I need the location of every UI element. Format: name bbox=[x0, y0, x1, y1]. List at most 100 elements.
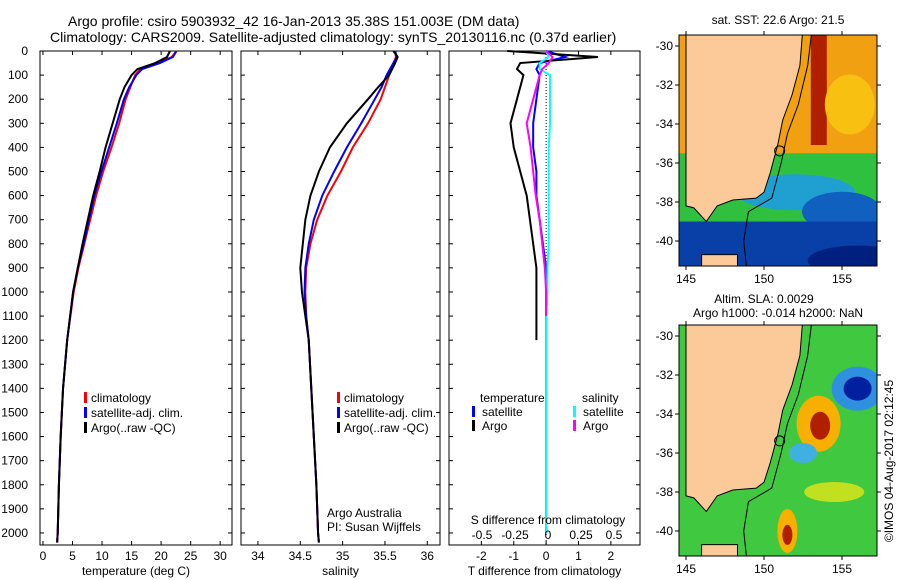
depth-tick-label: 1100 bbox=[2, 309, 28, 323]
x-tick-label: 30 bbox=[214, 549, 228, 563]
legend-label: climatology bbox=[91, 391, 151, 405]
depth-tick-label: 1600 bbox=[1, 430, 28, 444]
map-frame bbox=[678, 34, 878, 267]
legend-swatch bbox=[573, 420, 576, 431]
series-line-T-Argo bbox=[507, 50, 598, 341]
x-axis-label: temperature (deg C) bbox=[82, 564, 190, 578]
map-x-tick-label: 150 bbox=[754, 272, 774, 286]
legend-swatch bbox=[84, 407, 87, 418]
isobath-line bbox=[743, 35, 812, 266]
legend-title-temperature: temperature bbox=[480, 391, 545, 405]
footer-credit: ©IMOS 04-Aug-2017 02:12:45 bbox=[882, 380, 896, 543]
x2-tick-label: 0.5 bbox=[606, 528, 623, 542]
depth-tick-label: 1400 bbox=[1, 381, 28, 395]
x-tick-label: 35 bbox=[336, 549, 350, 563]
depth-tick-label: 2000 bbox=[1, 526, 28, 540]
depth-tick-label: 1300 bbox=[1, 357, 28, 371]
depth-tick-label: 100 bbox=[8, 68, 28, 82]
x-tick-label: 34.5 bbox=[289, 549, 313, 563]
depth-tick-label: 1900 bbox=[1, 502, 28, 516]
x2-axis-label: S difference from climatology bbox=[471, 513, 626, 527]
legend-title-salinity: salinity bbox=[582, 391, 619, 405]
x-tick-label: 20 bbox=[154, 549, 168, 563]
map-frame bbox=[678, 324, 878, 557]
depth-tick-label: 400 bbox=[8, 140, 28, 154]
map-y-tick-label: -36 bbox=[656, 156, 674, 170]
x-tick-label: 1 bbox=[575, 549, 582, 563]
legend-label: satellite-adj. clim. bbox=[91, 406, 183, 420]
series-line-Argo(..raw -QC) bbox=[56, 50, 171, 543]
sla-map-title2: Argo h1000: -0.014 h2000: NaN bbox=[693, 306, 863, 320]
map-y-tick-label: -32 bbox=[656, 368, 674, 382]
legend-swatch bbox=[472, 420, 475, 431]
map-y-tick-label: -34 bbox=[656, 117, 674, 131]
map-y-tick-label: -34 bbox=[656, 407, 674, 421]
sla-map-title1: Altim. SLA: 0.0029 bbox=[714, 292, 814, 306]
map-y-tick-label: -36 bbox=[656, 446, 674, 460]
land-tasmania bbox=[701, 254, 738, 266]
legend-swatch bbox=[84, 422, 87, 433]
depth-tick-label: 300 bbox=[8, 116, 28, 130]
legend-swatch bbox=[573, 406, 576, 417]
isobath-line bbox=[743, 325, 812, 556]
depth-tick-label: 1200 bbox=[1, 333, 28, 347]
panel-frame-difference bbox=[448, 50, 641, 546]
map-y-tick-label: -40 bbox=[656, 234, 674, 248]
series-line-Argo(..raw -QC) bbox=[299, 50, 399, 543]
title-line2: Climatology: CARS2009. Satellite-adjuste… bbox=[50, 29, 617, 45]
map-y-tick-label: -30 bbox=[656, 39, 674, 53]
legend-swatch bbox=[337, 422, 340, 433]
panel-frame-salinity bbox=[240, 50, 441, 546]
x2-tick-label: -0.5 bbox=[472, 528, 493, 542]
depth-tick-label: 1800 bbox=[1, 478, 28, 492]
sla-map-field bbox=[679, 325, 877, 556]
map-y-tick-label: -38 bbox=[656, 485, 674, 499]
depth-tick-label: 500 bbox=[8, 164, 28, 178]
depth-tick-label: 1000 bbox=[1, 285, 28, 299]
series-line-S-satellite bbox=[538, 50, 552, 533]
argo-position-marker bbox=[774, 145, 786, 157]
panel-frame-temperature bbox=[39, 50, 233, 546]
x-tick-label: 36 bbox=[421, 549, 435, 563]
land-australia bbox=[685, 35, 803, 223]
legend-label: Argo(..raw -QC) bbox=[91, 421, 176, 435]
map-x-tick-label: 155 bbox=[832, 562, 852, 576]
x-axis-label: T difference from climatology bbox=[468, 564, 622, 578]
x2-tick-label: -0.25 bbox=[501, 528, 529, 542]
sla-map-panel: 145 150 155 -30 -32 -34 -36 -38 -40 bbox=[656, 321, 881, 576]
annotation-line1: Argo Australia bbox=[327, 506, 402, 520]
x-tick-label: 5 bbox=[69, 549, 76, 563]
map-y-tick-label: -32 bbox=[656, 78, 674, 92]
legend-label: satellite bbox=[482, 405, 523, 419]
map-y-tick-label: -30 bbox=[656, 329, 674, 343]
depth-tick-label: 200 bbox=[8, 92, 28, 106]
sst-map-field bbox=[679, 35, 877, 266]
depth-tick-label: 1700 bbox=[1, 454, 28, 468]
depth-tick-label: 900 bbox=[8, 261, 28, 275]
x-tick-label: -1 bbox=[508, 549, 519, 563]
map-x-tick-label: 145 bbox=[676, 562, 696, 576]
legend-swatch bbox=[84, 392, 87, 403]
title-line1: Argo profile: csiro 5903932_42 16-Jan-20… bbox=[68, 13, 520, 29]
map-x-tick-label: 145 bbox=[676, 272, 696, 286]
x-tick-label: -2 bbox=[476, 549, 487, 563]
legend-label: climatology bbox=[344, 391, 404, 405]
legend-swatch bbox=[337, 407, 340, 418]
legend-label: Argo bbox=[482, 419, 508, 433]
depth-tick-label: 1500 bbox=[1, 405, 28, 419]
map-x-tick-label: 150 bbox=[754, 562, 774, 576]
sst-map-panel: 145 150 155 -30 -32 -34 -36 -38 -40 bbox=[656, 31, 881, 286]
x-tick-label: 25 bbox=[184, 549, 198, 563]
legend-label: Argo bbox=[583, 419, 609, 433]
x-tick-label: 34 bbox=[251, 549, 265, 563]
x-tick-label: 2 bbox=[608, 549, 615, 563]
x-tick-label: 0 bbox=[543, 549, 550, 563]
depth-tick-label: 600 bbox=[8, 189, 28, 203]
series-line-S-Argo bbox=[525, 50, 554, 317]
x2-tick-label: 0 bbox=[545, 528, 552, 542]
x-tick-label: 10 bbox=[95, 549, 109, 563]
depth-tick-label: 700 bbox=[8, 213, 28, 227]
x2-tick-label: 0.25 bbox=[569, 528, 593, 542]
legend-label: satellite-adj. clim. bbox=[344, 406, 436, 420]
